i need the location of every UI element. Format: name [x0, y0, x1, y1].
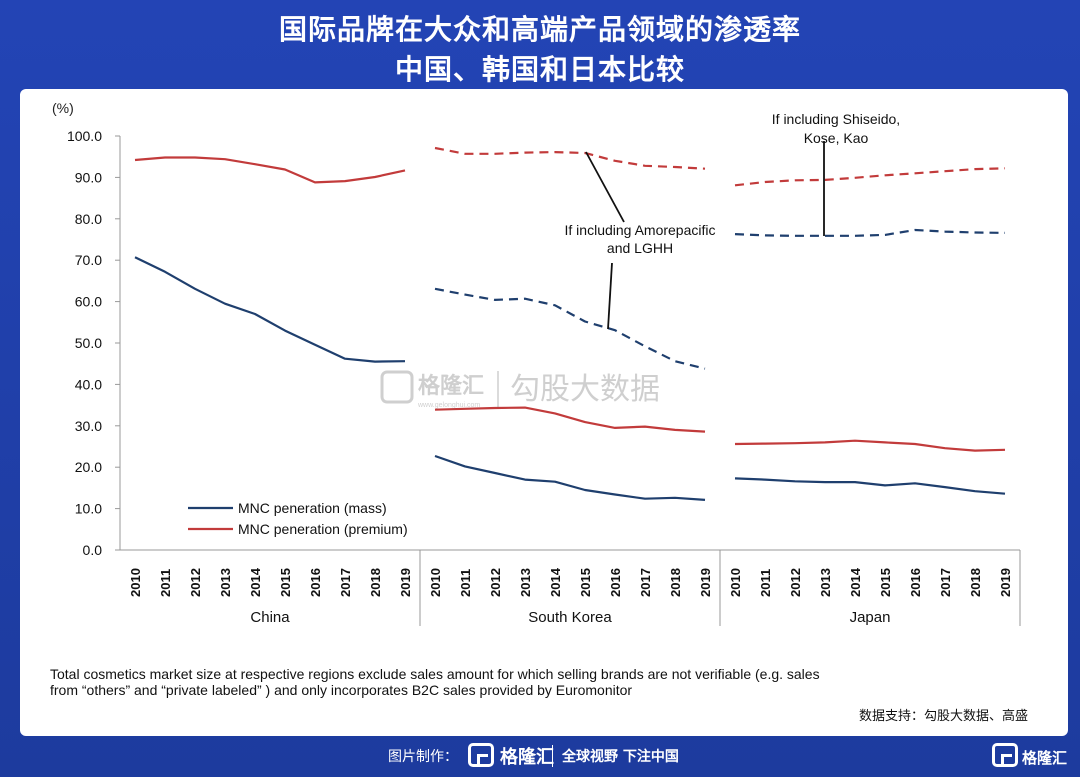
- series-line-premium-japan-extended: [734, 167, 1006, 187]
- watermark-logo-icon: [380, 370, 414, 404]
- series-line-mass-japan: [734, 477, 1006, 495]
- y-tick-label: 70.0: [75, 252, 102, 268]
- annotation-korea-pointer: [585, 151, 625, 223]
- footer-brand: 格隆汇: [500, 747, 554, 768]
- footer-divider: [552, 745, 553, 767]
- corner-logo-icon: [992, 743, 1018, 767]
- y-tick-label: 50.0: [75, 335, 102, 351]
- x-tick-label: 2014: [248, 567, 263, 597]
- y-tick-label: 60.0: [75, 294, 102, 310]
- y-tick-label: 30.0: [75, 418, 102, 434]
- watermark: 格隆汇 www.gelonghui.com 勾股大数据: [380, 370, 660, 409]
- series-line-mass-south-korea-extended: [434, 287, 706, 370]
- x-tick-label: 2014: [548, 567, 563, 597]
- legend-mass-label: MNC peneration (mass): [238, 500, 387, 516]
- x-tick-label: 2019: [398, 568, 413, 597]
- watermark-sub: www.gelonghui.com: [417, 402, 480, 409]
- series-line-mass-japan-extended: [734, 228, 1006, 237]
- x-tick-label: 2018: [368, 568, 383, 597]
- x-tick-label: 2017: [338, 568, 353, 597]
- brand-logo-icon: [468, 743, 494, 767]
- x-tick-label: 2011: [758, 569, 773, 597]
- corner-brand: 格隆汇: [1022, 749, 1068, 767]
- y-tick-label: 80.0: [75, 211, 102, 227]
- series-line-mass-south-korea: [434, 454, 706, 501]
- y-tick-label: 90.0: [75, 169, 102, 185]
- x-tick-label: 2018: [968, 568, 983, 597]
- series-line-premium-south-korea-extended: [434, 146, 706, 170]
- watermark-brand: 格隆汇: [418, 373, 484, 398]
- x-tick-label: 2016: [908, 568, 923, 597]
- footnote-line2: from “others” and “private labeled” ) an…: [50, 682, 632, 698]
- x-tick-label: 2016: [308, 568, 323, 597]
- x-tick-label: 2012: [788, 568, 803, 597]
- y-tick-label: 100.0: [67, 128, 102, 144]
- source-note: 数据支持：勾股大数据、高盛: [859, 708, 1028, 723]
- x-tick-label: 2013: [818, 568, 833, 597]
- series-line-mass-china: [134, 256, 406, 363]
- chart-subtitle: 中国、韩国和日本比较: [394, 53, 685, 86]
- x-tick-label: 2019: [698, 568, 713, 597]
- x-tick-label: 2013: [518, 568, 533, 597]
- x-tick-label: 2017: [938, 568, 953, 597]
- watermark-text: 勾股大数据: [510, 373, 660, 406]
- x-tick-label: 2010: [728, 568, 743, 597]
- series-line-premium-south-korea: [434, 406, 706, 433]
- annotation-korea-line2: and LGHH: [607, 240, 673, 256]
- chart-title: 国际品牌在大众和高端产品领域的渗透率: [278, 13, 801, 46]
- series-line-premium-japan: [734, 439, 1006, 452]
- x-tick-label: 2017: [638, 568, 653, 597]
- x-tick-label: 2010: [128, 568, 143, 597]
- annotation-japan-line2: Kose, Kao: [804, 130, 869, 146]
- x-tick-label: 2012: [188, 568, 203, 597]
- footer-bar: 图片制作： 格隆汇 全球视野 下注中国 格隆汇: [0, 737, 1080, 777]
- x-tick-label: 2010: [428, 568, 443, 597]
- footnote-line1: Total cosmetics market size at respectiv…: [50, 666, 820, 682]
- y-tick-label: 0.0: [83, 542, 103, 558]
- legend-premium-label: MNC peneration (premium): [238, 521, 408, 537]
- x-tick-label: 2019: [998, 568, 1013, 597]
- group-label-south-korea: South Korea: [528, 609, 612, 626]
- chart-svg: (%) 0.0 10.0 20.0 30.0 40.0 50.0 60.0 70.0 80.0 9…: [50, 100, 1028, 723]
- x-tick-label: 2012: [488, 568, 503, 597]
- group-label-japan: Japan: [850, 609, 891, 626]
- footer-credit: 图片制作：: [388, 749, 458, 765]
- annotation-korea-line1: If including Amorepacific: [565, 222, 716, 238]
- footer-slogan: 全球视野 下注中国: [562, 749, 679, 765]
- chart-panel: (%) 0.0 10.0 20.0 30.0 40.0 50.0 60.0 70.0 80.0 9…: [20, 89, 1068, 736]
- x-tick-label: 2015: [278, 568, 293, 597]
- y-tick-label: 40.0: [75, 376, 102, 392]
- annotation-japan-line1: If including Shiseido,: [772, 111, 900, 127]
- y-tick-label: 10.0: [75, 501, 102, 517]
- series-line-premium-china: [134, 156, 406, 184]
- annotation-korea-pointer2: [607, 262, 613, 330]
- x-tick-label: 2015: [878, 568, 893, 597]
- x-tick-label: 2011: [158, 569, 173, 597]
- x-tick-label: 2014: [848, 567, 863, 597]
- y-tick-label: 20.0: [75, 459, 102, 475]
- x-tick-label: 2018: [668, 568, 683, 597]
- y-unit-label: (%): [52, 100, 74, 116]
- x-tick-label: 2016: [608, 568, 623, 597]
- x-tick-label: 2015: [578, 568, 593, 597]
- group-label-china: China: [250, 609, 290, 626]
- x-tick-label: 2011: [458, 569, 473, 597]
- x-tick-label: 2013: [218, 568, 233, 597]
